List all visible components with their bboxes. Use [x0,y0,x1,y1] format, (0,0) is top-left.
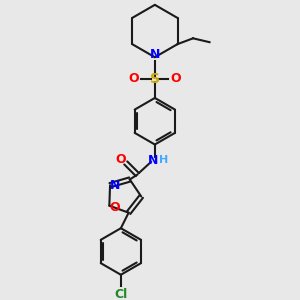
Text: H: H [159,155,168,165]
Text: N: N [110,179,120,192]
Text: O: O [109,201,119,214]
Text: N: N [148,154,158,166]
Text: O: O [171,72,181,85]
Text: N: N [150,48,160,61]
Text: O: O [128,72,139,85]
Text: S: S [150,72,160,86]
Text: O: O [116,153,126,166]
Text: Cl: Cl [114,288,128,300]
